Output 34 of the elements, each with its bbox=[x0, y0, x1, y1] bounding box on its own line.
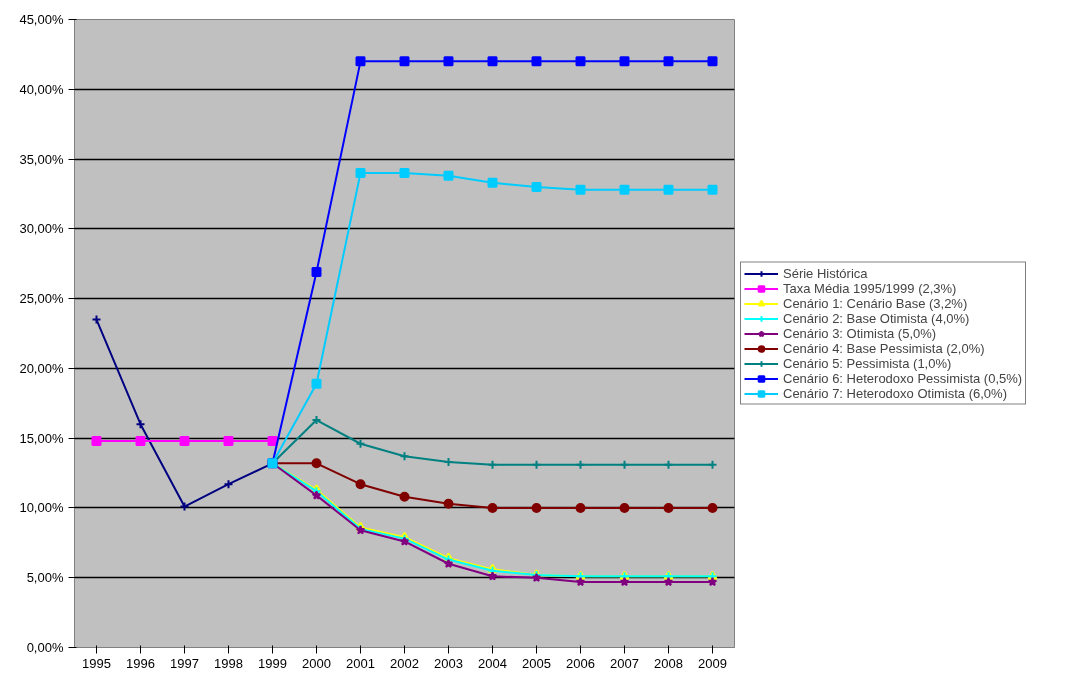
legend-label: Cenário 6: Heterodoxo Pessimista (0,5%) bbox=[783, 370, 1023, 386]
x-tick-label: 1999 bbox=[258, 655, 287, 671]
legend-label: Cenário 7: Heterodoxo Otimista (6,0%) bbox=[783, 385, 1007, 401]
y-tick-label: 0,00% bbox=[26, 640, 64, 655]
legend-label: Cenário 5: Pessimista (1,0%) bbox=[783, 355, 952, 371]
x-tick-label: 2006 bbox=[566, 655, 595, 671]
x-tick-label: 1998 bbox=[214, 655, 243, 671]
legend-label: Cenário 1: Cenário Base (3,2%) bbox=[783, 295, 968, 311]
x-tick-label: 2003 bbox=[434, 655, 463, 671]
y-tick-label: 5,00% bbox=[26, 570, 64, 586]
x-tick-label: 1995 bbox=[82, 655, 111, 671]
x-tick-label: 2004 bbox=[478, 655, 507, 671]
y-tick-label: 30,00% bbox=[19, 221, 64, 237]
y-tick-label: 40,00% bbox=[19, 81, 64, 97]
x-tick-label: 2009 bbox=[698, 655, 727, 671]
x-tick-label: 1996 bbox=[126, 655, 155, 671]
y-tick-label: 15,00% bbox=[19, 430, 64, 446]
y-tick-label: 45,00% bbox=[19, 12, 64, 27]
x-tick-label: 2005 bbox=[522, 655, 551, 671]
legend-label: Série Histórica bbox=[783, 265, 868, 281]
y-tick-label: 20,00% bbox=[19, 360, 64, 376]
x-tick-label: 2002 bbox=[390, 655, 419, 671]
x-tick-label: 2001 bbox=[346, 655, 375, 671]
legend-label: Cenário 4: Base Pessimista (2,0%) bbox=[783, 340, 985, 356]
x-tick-label: 2000 bbox=[302, 655, 331, 671]
y-tick-label: 10,00% bbox=[19, 500, 64, 516]
y-tick-label: 35,00% bbox=[19, 151, 64, 167]
legend-label: Cenário 3: Otimista (5,0%) bbox=[783, 325, 937, 341]
x-tick-label: 1997 bbox=[170, 655, 199, 671]
y-tick-label: 25,00% bbox=[19, 291, 64, 307]
x-tick-label: 2007 bbox=[610, 655, 639, 671]
legend-label: Cenário 2: Base Otimista (4,0%) bbox=[783, 310, 970, 326]
x-tick-label: 2008 bbox=[654, 655, 683, 671]
legend-label: Taxa Média 1995/1999 (2,3%) bbox=[783, 280, 957, 296]
